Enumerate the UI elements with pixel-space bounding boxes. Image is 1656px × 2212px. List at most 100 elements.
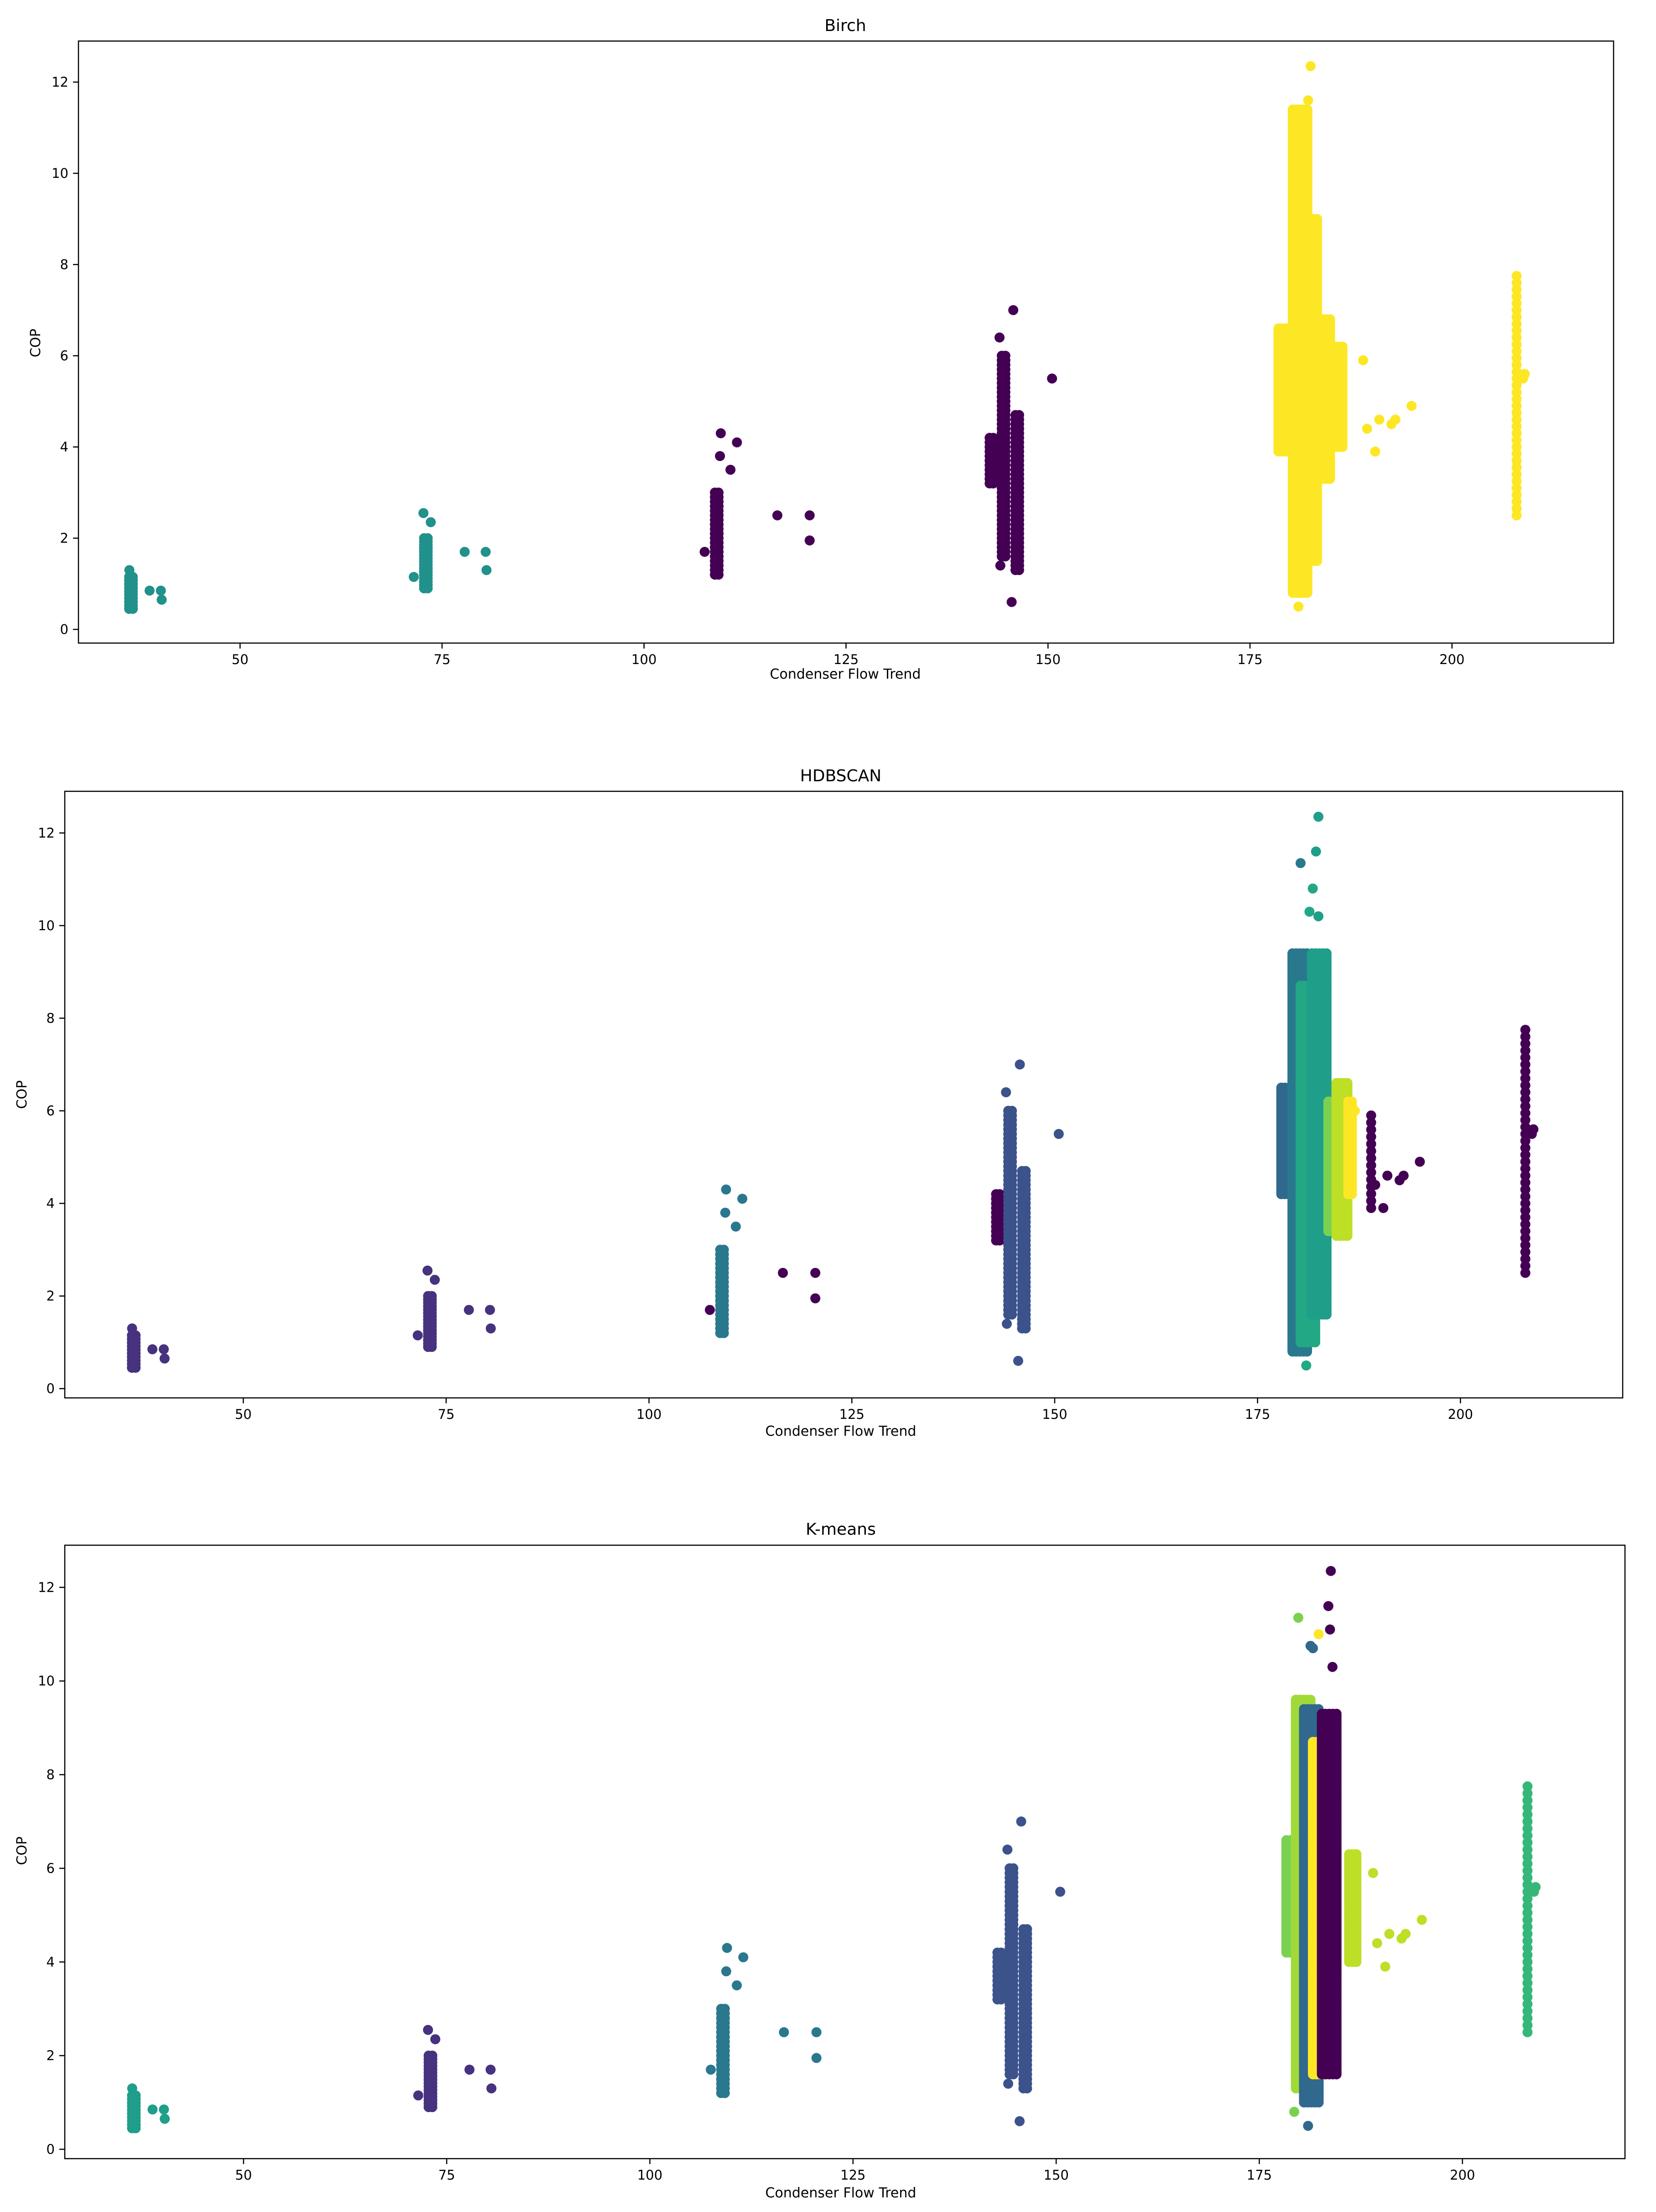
- data-point: [1008, 305, 1018, 315]
- data-point: [1370, 447, 1380, 457]
- data-point: [1312, 214, 1322, 224]
- y-tick-label: 12: [38, 825, 55, 841]
- data-point: [418, 508, 428, 518]
- data-point: [1303, 95, 1313, 105]
- data-point: [1014, 410, 1024, 420]
- y-tick-label: 0: [60, 622, 68, 637]
- x-tick-label: 75: [438, 1407, 455, 1422]
- y-tick-label: 12: [52, 74, 68, 90]
- data-point: [1362, 424, 1372, 434]
- data-point: [460, 547, 470, 557]
- data-point: [156, 586, 166, 596]
- data-point: [1358, 355, 1368, 365]
- data-point: [145, 586, 155, 596]
- y-tick-label: 6: [60, 348, 68, 363]
- data-point: [159, 1344, 169, 1354]
- data-point: [1518, 374, 1528, 384]
- data-point: [409, 572, 419, 582]
- data-point: [719, 1245, 729, 1255]
- data-point: [810, 1268, 820, 1278]
- data-point: [715, 451, 725, 461]
- x-tick-label: 150: [1042, 1407, 1067, 1422]
- data-point: [805, 535, 815, 545]
- x-tick-label: 50: [232, 652, 249, 667]
- data-point: [1047, 374, 1057, 384]
- data-point: [1325, 314, 1335, 324]
- data-point: [485, 1305, 495, 1315]
- chart-title: HDBSCAN: [800, 767, 881, 785]
- y-tick-label: 8: [60, 257, 68, 272]
- data-point: [1007, 597, 1017, 607]
- y-tick-label: 0: [47, 1381, 55, 1397]
- data-point: [127, 1324, 137, 1334]
- data-point: [1002, 1319, 1012, 1329]
- data-point: [426, 517, 436, 527]
- x-axis-label: Condenser Flow Trend: [770, 666, 921, 682]
- x-tick-label: 100: [631, 652, 656, 667]
- data-point: [778, 1268, 788, 1278]
- x-tick-label: 100: [636, 1407, 661, 1422]
- chart-title: Birch: [824, 16, 866, 35]
- scatter-points: [124, 61, 1530, 614]
- x-axis-label: Condenser Flow Trend: [766, 1423, 917, 1439]
- data-point: [1302, 123, 1312, 133]
- x-tick-label: 175: [1237, 652, 1262, 667]
- data-point: [1001, 1087, 1011, 1097]
- x-tick-label: 175: [1245, 1407, 1270, 1422]
- data-point: [423, 533, 433, 543]
- data-point: [125, 565, 135, 575]
- data-point: [772, 510, 782, 520]
- y-tick-label: 2: [60, 530, 68, 546]
- data-point: [995, 1189, 1005, 1199]
- scatter-points: [127, 812, 1538, 1373]
- y-tick-label: 8: [47, 1010, 55, 1026]
- y-axis-label: COP: [14, 1080, 30, 1109]
- data-point: [481, 565, 491, 575]
- y-axis-label: COP: [28, 329, 44, 358]
- data-point: [1000, 351, 1010, 361]
- x-tick-label: 200: [1448, 1407, 1473, 1422]
- x-tick-label: 50: [235, 1407, 252, 1422]
- data-point: [700, 547, 710, 557]
- data-point: [481, 547, 491, 557]
- data-point: [160, 1354, 170, 1364]
- data-point: [464, 1305, 474, 1315]
- data-point: [737, 1194, 747, 1204]
- y-tick-label: 6: [47, 1103, 55, 1119]
- x-tick-label: 125: [833, 652, 859, 667]
- y-tick-label: 10: [52, 166, 68, 181]
- data-point: [995, 561, 1005, 571]
- data-point: [805, 510, 815, 520]
- y-tick-label: 4: [47, 1196, 55, 1211]
- data-point: [1390, 415, 1401, 425]
- data-point: [732, 437, 742, 447]
- data-point: [427, 1291, 437, 1301]
- x-tick-label: 200: [1439, 652, 1464, 667]
- data-point: [725, 465, 735, 475]
- data-point: [1338, 342, 1348, 352]
- data-point: [713, 488, 724, 498]
- data-point: [156, 595, 167, 605]
- data-point: [413, 1330, 423, 1340]
- data-point: [731, 1221, 741, 1231]
- data-point: [1007, 1106, 1017, 1116]
- data-point: [486, 1324, 496, 1334]
- data-point: [147, 1344, 157, 1354]
- data-point: [1013, 1356, 1023, 1366]
- data-point: [721, 1184, 731, 1194]
- data-point: [1021, 1166, 1031, 1176]
- x-tick-label: 150: [1036, 652, 1061, 667]
- data-point: [705, 1305, 715, 1315]
- x-tick-label: 125: [839, 1407, 864, 1422]
- data-point: [810, 1293, 820, 1303]
- data-point: [1015, 1059, 1025, 1070]
- data-point: [1512, 271, 1522, 281]
- data-point: [1288, 586, 1298, 596]
- data-point: [995, 332, 1005, 343]
- y-tick-label: 10: [38, 918, 55, 933]
- data-point: [430, 1275, 440, 1285]
